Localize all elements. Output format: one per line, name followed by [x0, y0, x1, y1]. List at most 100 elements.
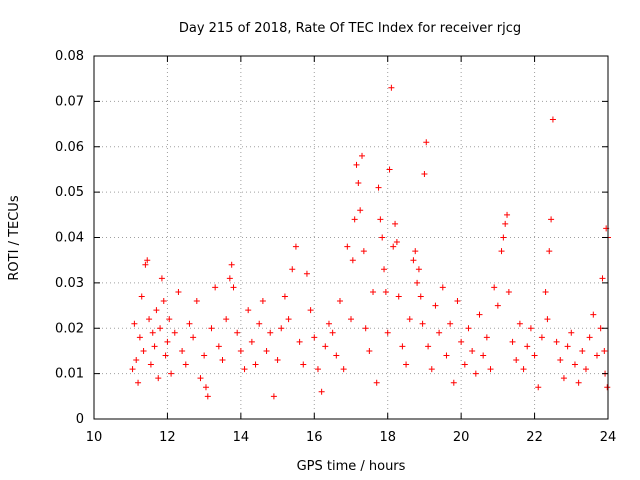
data-point	[353, 161, 360, 168]
x-tick-label: 12	[159, 430, 176, 445]
data-point	[388, 84, 395, 91]
data-point	[160, 298, 167, 305]
data-point	[399, 343, 406, 350]
data-point	[162, 352, 169, 359]
data-point	[263, 347, 270, 354]
data-point	[498, 248, 505, 255]
data-point	[157, 325, 164, 332]
data-point	[252, 361, 259, 368]
data-point	[450, 379, 457, 386]
x-axis-label: GPS time / hours	[297, 459, 406, 474]
data-point	[421, 170, 428, 177]
y-tick-label: 0.02	[55, 321, 84, 336]
data-point	[140, 347, 147, 354]
data-point	[193, 298, 200, 305]
data-point	[390, 243, 397, 250]
x-tick-label: 14	[233, 430, 250, 445]
data-point	[386, 166, 393, 173]
data-point	[149, 329, 156, 336]
data-point	[425, 343, 432, 350]
data-point	[281, 293, 288, 300]
y-tick-label: 0.08	[55, 49, 84, 64]
data-point	[599, 275, 606, 282]
data-point	[129, 366, 136, 373]
data-point	[186, 320, 193, 327]
y-axis-label: ROTI / TECUs	[7, 195, 22, 280]
data-point	[336, 298, 343, 305]
data-point	[344, 243, 351, 250]
data-point	[245, 307, 252, 314]
data-point	[502, 220, 509, 227]
data-point	[370, 288, 377, 295]
data-point	[340, 366, 347, 373]
data-point	[228, 261, 235, 268]
data-point	[548, 216, 555, 223]
data-point	[333, 352, 340, 359]
data-point	[267, 329, 274, 336]
data-point	[412, 248, 419, 255]
data-point	[513, 357, 520, 364]
data-point	[494, 302, 501, 309]
data-point	[381, 266, 388, 273]
x-tick-label: 24	[600, 430, 617, 445]
data-point	[366, 347, 373, 354]
data-point	[360, 248, 367, 255]
data-point	[403, 361, 410, 368]
data-point	[524, 343, 531, 350]
data-point	[182, 361, 189, 368]
data-point	[359, 152, 366, 159]
data-point	[582, 366, 589, 373]
data-point	[197, 375, 204, 382]
data-point	[190, 334, 197, 341]
data-point	[144, 257, 151, 264]
data-point	[601, 347, 608, 354]
data-point	[329, 329, 336, 336]
data-point	[202, 384, 209, 391]
data-point	[564, 343, 571, 350]
y-tick-label: 0.01	[55, 367, 84, 382]
data-point	[575, 379, 582, 386]
data-point	[179, 347, 186, 354]
data-point	[406, 316, 413, 323]
data-point	[439, 284, 446, 291]
data-point	[318, 388, 325, 395]
x-tick-label: 16	[306, 430, 323, 445]
x-tick-label: 20	[453, 430, 470, 445]
chart-title: Day 215 of 2018, Rate Of TEC Index for r…	[179, 21, 521, 36]
data-point	[538, 334, 545, 341]
data-point	[454, 298, 461, 305]
data-point	[357, 207, 364, 214]
data-point	[237, 347, 244, 354]
data-point	[289, 266, 296, 273]
data-point	[292, 243, 299, 250]
data-point	[560, 375, 567, 382]
data-point	[296, 338, 303, 345]
data-point	[586, 334, 593, 341]
data-point	[415, 266, 422, 273]
data-point	[248, 338, 255, 345]
data-point	[138, 293, 145, 300]
data-point	[392, 220, 399, 227]
data-point	[379, 234, 386, 241]
data-point	[432, 302, 439, 309]
data-point	[465, 325, 472, 332]
data-point	[436, 329, 443, 336]
data-point	[384, 329, 391, 336]
data-point	[212, 284, 219, 291]
data-point	[373, 379, 380, 386]
data-point	[175, 288, 182, 295]
data-point	[393, 239, 400, 246]
data-point	[135, 379, 142, 386]
data-point	[590, 311, 597, 318]
data-point	[215, 343, 222, 350]
data-point	[476, 311, 483, 318]
data-point	[527, 325, 534, 332]
y-tick-label: 0.07	[55, 94, 84, 109]
data-point	[505, 288, 512, 295]
data-point	[504, 211, 511, 218]
data-point	[147, 361, 154, 368]
data-point	[349, 257, 356, 264]
data-point	[285, 316, 292, 323]
data-point	[201, 352, 208, 359]
data-point	[300, 361, 307, 368]
